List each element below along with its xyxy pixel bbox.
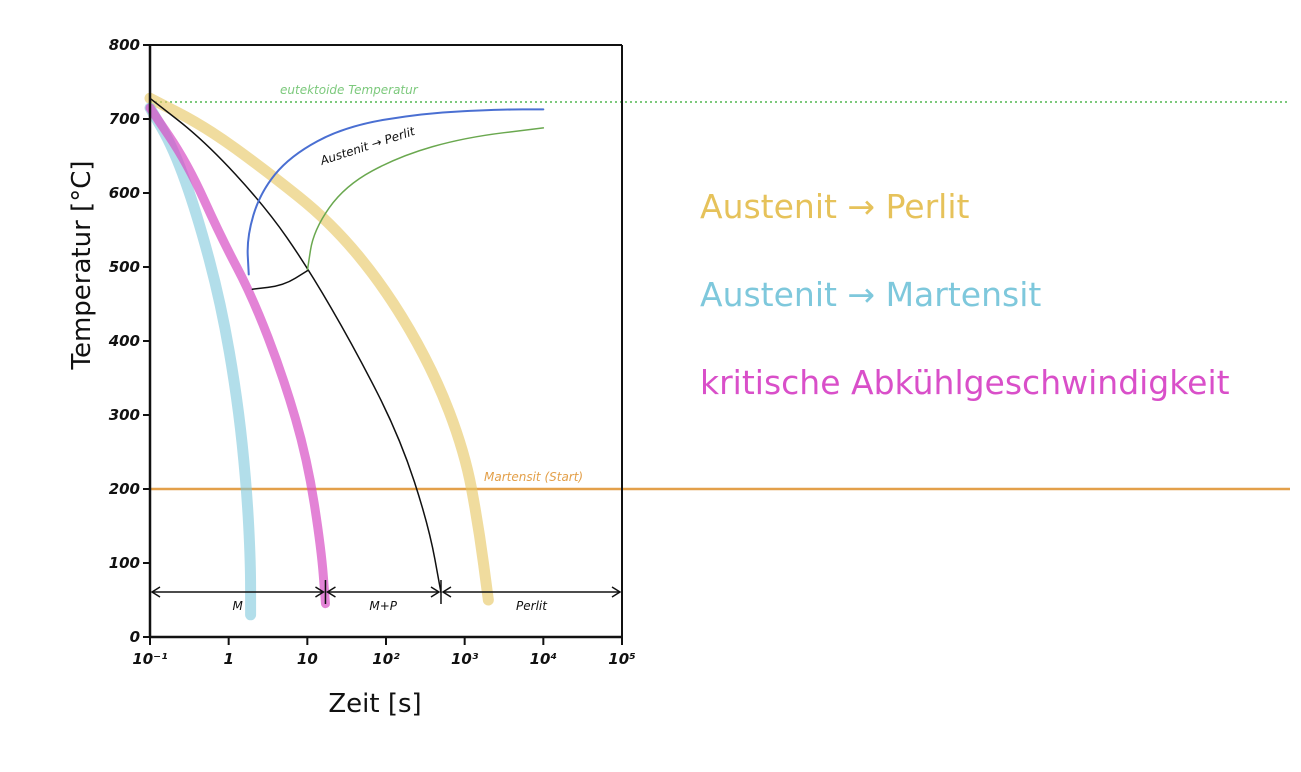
ref-label-eutektoide-temperatur: eutektoide Temperatur (280, 83, 419, 97)
region-arrowhead (430, 586, 441, 598)
legend-item-kritische-abkuehlgeschwindigkeit: kritische Abkühlgeschwindigkeit (700, 363, 1230, 402)
y-tick-label: 200 (109, 480, 140, 498)
y-tick-label: 500 (109, 258, 140, 276)
y-tick-label: 600 (109, 184, 140, 202)
x-tick-label: 10³ (451, 650, 479, 668)
legend-item-austenit-perlit: Austenit → Perlit (700, 187, 970, 226)
y-tick-label: 800 (109, 36, 140, 54)
series-curve-4 (246, 108, 545, 276)
x-tick-label: 10⁻¹ (132, 650, 167, 668)
region-arrowhead (315, 586, 325, 598)
y-tick-label: 400 (108, 332, 140, 350)
x-tick-label: 1 (223, 650, 233, 668)
x-tick-label: 10² (372, 650, 400, 668)
y-tick-label: 300 (109, 406, 140, 424)
series-curve-5 (306, 127, 545, 272)
region-label-m-p: M+P (369, 599, 397, 613)
series-curve-2 (145, 103, 330, 609)
region-arrowhead (150, 586, 161, 598)
region-arrowhead (441, 586, 452, 598)
x-tick-label: 10⁵ (608, 650, 635, 668)
y-tick-label: 100 (109, 554, 140, 572)
y-axis-title: Temperatur [°C] (67, 161, 97, 371)
region-arrowhead (611, 586, 622, 598)
series-curve-1 (144, 102, 257, 621)
y-tick-label: 0 (130, 628, 140, 646)
x-tick-label: 10⁴ (530, 650, 557, 668)
annotation-austenit-perlit: Austenit → Perlit (318, 124, 418, 168)
region-arrowhead (326, 586, 336, 598)
series-curve-3 (149, 97, 442, 594)
x-axis-title: Zeit [s] (328, 689, 421, 719)
legend-item-austenit-martensit: Austenit → Martensit (700, 275, 1042, 314)
y-tick-label: 700 (109, 110, 140, 128)
region-label-perlit: Perlit (516, 599, 548, 613)
series-curve-0 (144, 92, 494, 606)
legend: Austenit → Perlit Austenit → Martensit k… (700, 185, 1230, 449)
x-tick-label: 10 (297, 650, 318, 668)
ref-label-martensit-start: Martensit (Start) (484, 470, 583, 484)
series-curve-6 (251, 269, 309, 290)
region-label-m: M (233, 599, 244, 613)
